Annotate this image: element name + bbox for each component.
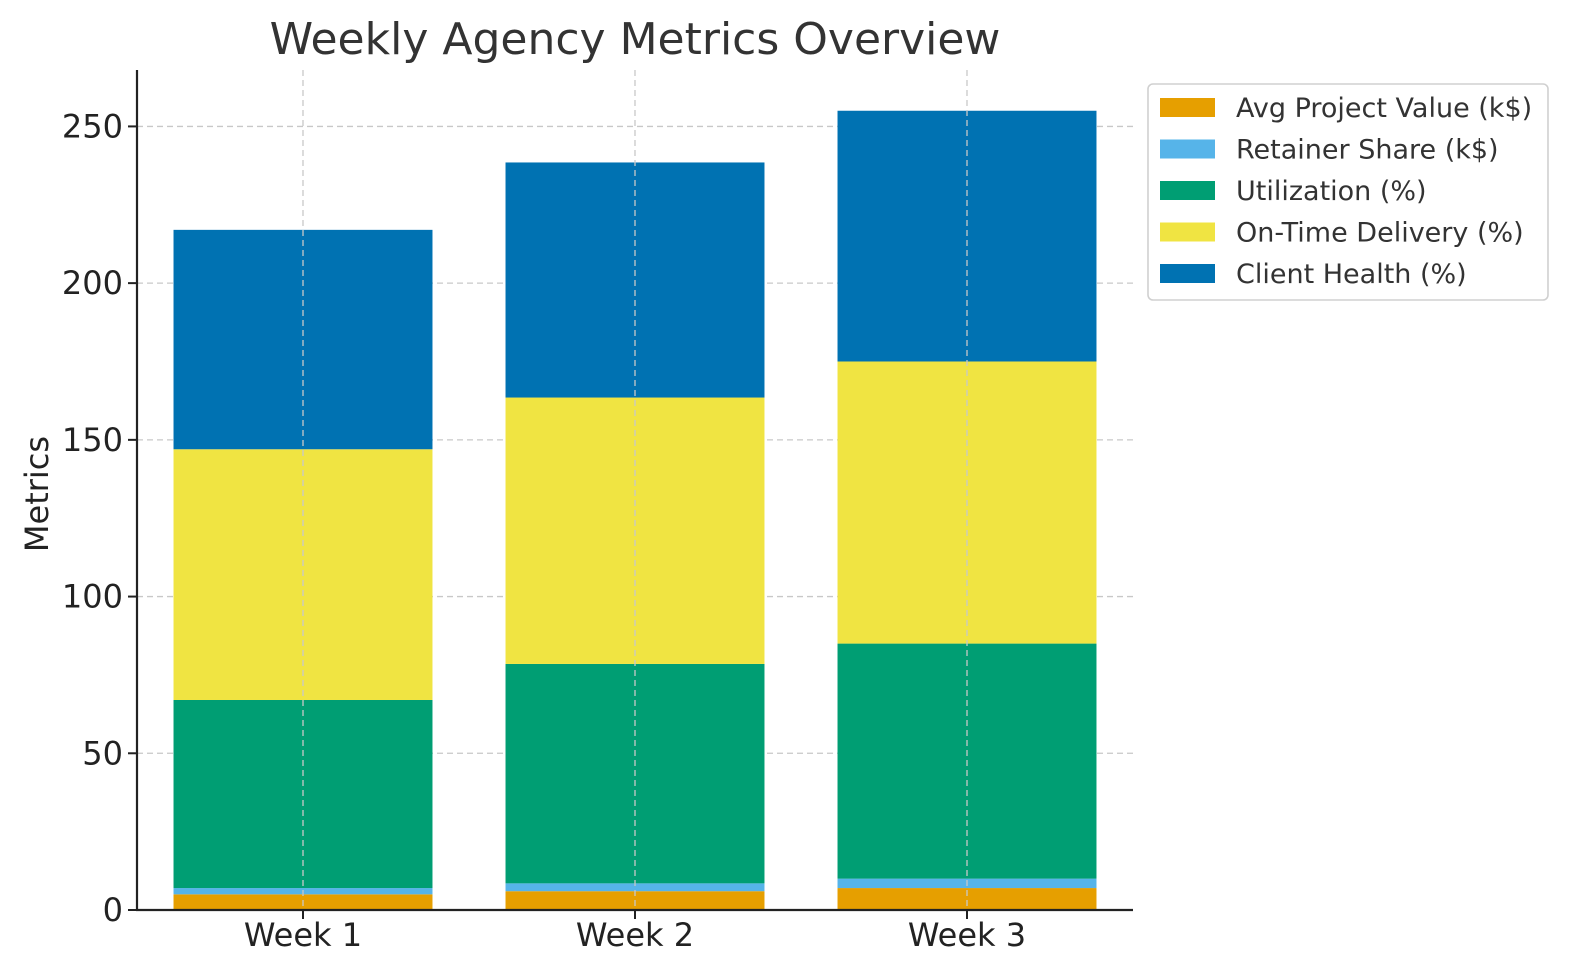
legend-swatch	[1160, 98, 1215, 117]
y-tick-label: 50	[82, 734, 123, 772]
legend-label: Retainer Share (k$)	[1236, 135, 1499, 166]
bar-segment	[505, 883, 765, 892]
legend-label: Avg Project Value (k$)	[1236, 93, 1532, 124]
x-tick-label: Week 2	[576, 916, 694, 954]
x-tick-label: Week 1	[244, 916, 362, 954]
legend-swatch	[1160, 181, 1215, 200]
legend-label: On-Time Delivery (%)	[1236, 218, 1524, 249]
y-axis-label: Metrics	[18, 436, 56, 552]
y-tick-label: 150	[62, 421, 123, 459]
tick-labels: 0 50 100 150 200 250 Week 1 Week 2 Week 3	[62, 107, 1026, 954]
y-tick-label: 0	[103, 891, 123, 929]
legend-label: Utilization (%)	[1236, 176, 1427, 207]
legend-swatch	[1160, 139, 1215, 159]
legend-frame	[1147, 83, 1549, 301]
y-tick-label: 250	[62, 107, 123, 145]
legend-label: Client Health (%)	[1236, 259, 1467, 290]
bar-segment	[837, 888, 1097, 910]
vertical-grid-lines	[302, 70, 968, 910]
chart-title: Weekly Agency Metrics Overview	[270, 14, 1001, 65]
y-tick-label: 200	[62, 264, 123, 302]
x-tick-label: Week 3	[908, 916, 1026, 954]
y-tick-label: 100	[62, 578, 123, 616]
legend-swatch	[1160, 222, 1215, 242]
legend-swatch	[1160, 264, 1215, 283]
legend: Avg Project Value (k$) Retainer Share (k$…	[1147, 83, 1549, 301]
